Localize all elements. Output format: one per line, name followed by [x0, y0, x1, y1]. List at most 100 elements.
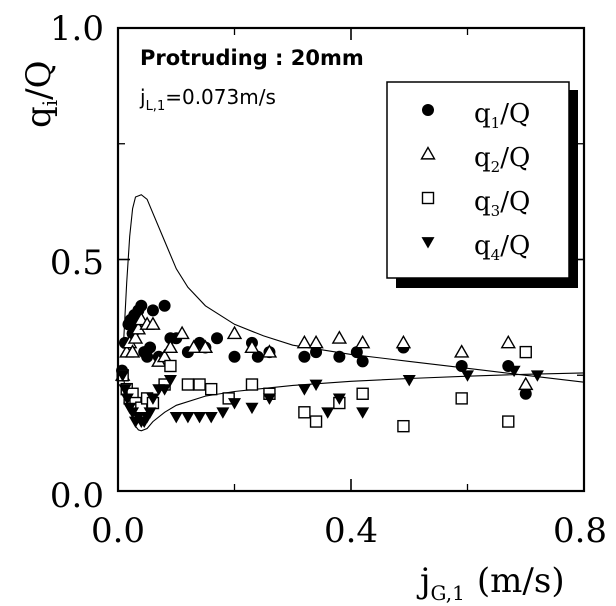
series-4-point — [146, 393, 160, 405]
legend-label-main: q — [474, 187, 491, 217]
legend-label-tail: /Q — [500, 99, 530, 129]
series-3-point — [193, 378, 206, 391]
series-2-point — [145, 316, 161, 330]
series-4-point — [297, 384, 311, 396]
series-3-point — [298, 406, 311, 419]
series-3-point — [204, 382, 218, 396]
series-3-point — [356, 387, 369, 400]
series-4-point — [530, 370, 544, 382]
series-4-point — [118, 384, 132, 396]
series-3-point — [181, 378, 195, 391]
series-4-point — [116, 370, 130, 382]
legend-label-sub: 3 — [491, 202, 501, 220]
series-4-point — [163, 375, 177, 387]
legend-label-4: q4/Q — [474, 231, 530, 264]
series-1-point — [298, 350, 311, 363]
x-axis-label-j: j — [416, 561, 431, 601]
annotation-protruding: Protruding : 20mm — [140, 46, 364, 70]
data-points — [114, 299, 544, 433]
series-4-point — [181, 412, 195, 424]
y-tick-label-1: 1.0 — [50, 9, 104, 49]
annotation-value: =0.073m/s — [165, 85, 276, 109]
y-axis-label: qi/Q — [19, 60, 62, 128]
series-3 — [116, 345, 532, 433]
legend-label-1: q1/Q — [474, 99, 530, 132]
series-1-point — [251, 350, 264, 363]
legend-label-3: q3/Q — [474, 187, 530, 220]
series-1-point — [519, 387, 532, 400]
legend-marker-2 — [420, 146, 436, 160]
series-2-point — [261, 344, 278, 358]
legend-marker-4 — [421, 237, 435, 249]
legend-label-main: q — [474, 231, 491, 261]
series-3-point — [455, 392, 468, 405]
series-2-point — [518, 376, 534, 391]
series-3-point — [245, 378, 259, 391]
series-4-point — [228, 398, 241, 410]
series-4-point — [204, 412, 218, 424]
x-tick-label-0: 0.0 — [91, 511, 145, 551]
series-2-point — [453, 344, 470, 358]
series-3-point — [164, 359, 177, 373]
series-4-point — [402, 375, 416, 387]
series-1-point — [135, 299, 148, 312]
series-2-point — [354, 334, 371, 349]
annotation-j: j — [139, 85, 146, 109]
series-4-point — [169, 412, 183, 424]
series-4-point — [461, 370, 474, 382]
series-1-point — [350, 346, 363, 359]
series-1-point — [141, 350, 154, 363]
series-4-point — [158, 384, 172, 396]
series-2-point — [308, 334, 324, 349]
series-4-point — [309, 379, 323, 392]
x-tick-label-0-8: 0.8 — [553, 511, 607, 551]
series-1-point — [211, 332, 224, 345]
series-4-point — [356, 407, 370, 419]
legend-label-sub: 4 — [491, 246, 501, 264]
legend-label-tail: /Q — [500, 187, 530, 217]
legend-marker-3 — [421, 191, 435, 205]
series-2-point — [226, 325, 243, 340]
series-1-point — [158, 299, 171, 312]
series-4-point — [245, 402, 259, 415]
series-3-point — [309, 415, 323, 428]
series-1-point — [144, 341, 157, 354]
series-4-point — [321, 407, 335, 419]
axis-ticks — [117, 28, 585, 491]
series-2-point — [395, 334, 412, 349]
y-axis-label-sub: i — [38, 100, 62, 106]
y-axis-label-tail: /Q — [19, 60, 59, 99]
legend-box — [386, 81, 570, 279]
series-3-point — [397, 419, 410, 433]
series-3-point — [519, 345, 532, 359]
series-1-point — [455, 359, 468, 372]
legend-label-2: q2/Q — [474, 143, 530, 176]
series-2 — [114, 311, 534, 391]
legend-label-tail: /Q — [500, 231, 530, 261]
series-2-point — [124, 344, 141, 358]
legend-label-main: q — [474, 99, 491, 129]
series-2-point — [331, 330, 348, 344]
series-2-point — [127, 330, 144, 344]
y-axis-label-q: q — [19, 106, 59, 128]
series-4-point — [507, 365, 521, 378]
series-1-point — [146, 304, 159, 317]
series-2-point — [500, 334, 516, 349]
x-axis-label-sub: G,1 — [431, 581, 465, 605]
series-2-point — [197, 339, 214, 354]
series-4-point — [120, 393, 134, 405]
legend-label-main: q — [474, 143, 491, 173]
series-2-point — [162, 339, 179, 354]
series-4-point — [332, 393, 346, 405]
series-3-point — [502, 415, 515, 428]
x-axis-label-unit: (m/s) — [477, 561, 565, 601]
x-tick-label-0-4: 0.4 — [324, 511, 378, 551]
series-1-point — [333, 350, 346, 363]
series-4-point — [216, 407, 230, 419]
series-2-point — [244, 339, 260, 354]
series-4-point — [193, 412, 207, 424]
series-2-point — [186, 339, 202, 354]
series-2-point — [296, 334, 313, 349]
annotation-subscript: L,1 — [146, 99, 166, 114]
